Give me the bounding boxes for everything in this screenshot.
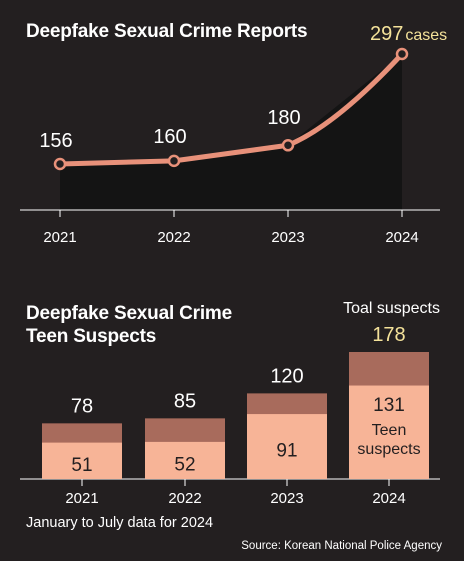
line-point (53, 157, 67, 171)
bar-x-tick-label: 2022 (168, 490, 201, 507)
bar-teen (349, 385, 429, 479)
teen-suspects-label: Teen (372, 422, 407, 439)
line-chart-title: Deepfake Sexual Crime Reports (26, 21, 308, 42)
line-x-tick-label: 2023 (271, 229, 304, 246)
line-value-label: 297 cases (370, 23, 447, 45)
line-value-label: 180 (267, 107, 300, 129)
bar-total-value: 78 (71, 395, 93, 417)
bar-chart-title: Deepfake Sexual Crime Teen Suspects (26, 302, 246, 348)
bar-teen-value: 131 (373, 395, 405, 416)
bar-total-value: 120 (270, 365, 303, 387)
footnote: January to July data for 2024 (26, 515, 214, 531)
line-point (281, 139, 295, 152)
bar-teen (145, 441, 225, 479)
line-value-unit: cases (405, 27, 447, 44)
source-note: Source: Korean National Police Agency (241, 540, 442, 552)
line-value-label: 156 (39, 130, 72, 152)
line-point (395, 47, 409, 61)
teen-suspects-label: suspects (357, 441, 420, 458)
line-area (60, 54, 402, 210)
bar-x-tick-label: 2024 (372, 490, 405, 507)
bar-total-value: 85 (174, 390, 196, 412)
line-point (167, 154, 181, 168)
bar-teen-value: 91 (276, 441, 297, 462)
line-x-tick-label: 2022 (157, 229, 190, 246)
bar-x-tick-label: 2023 (270, 490, 303, 507)
total-suspects-label: Toal suspects (343, 300, 440, 317)
bar-chart-title-line-1: Deepfake Sexual Crime (26, 303, 232, 324)
bar-teen (42, 442, 122, 479)
line-x-tick-label: 2021 (43, 229, 76, 246)
bar-total-value: 178 (372, 324, 405, 346)
bar-x-tick-label: 2021 (65, 490, 98, 507)
bar-teen (247, 414, 327, 479)
bar-teen-value: 51 (71, 455, 92, 476)
line-x-tick-label: 2024 (385, 229, 418, 246)
line-value-label: 160 (153, 126, 186, 148)
bar-teen-value: 52 (174, 454, 195, 475)
bar-chart-title-line-2: Teen Suspects (26, 326, 157, 347)
